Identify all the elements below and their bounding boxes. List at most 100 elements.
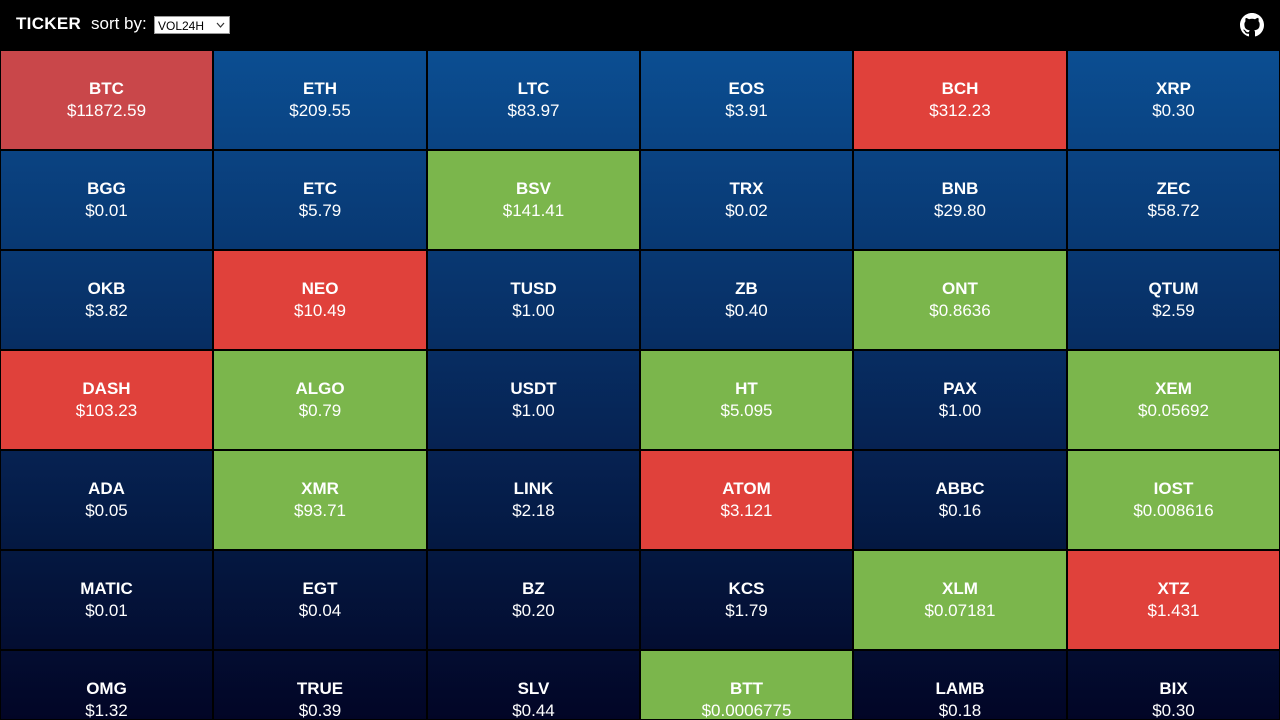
ticker-price: $0.04 <box>298 601 342 620</box>
ticker-tile: BCH $312.23 <box>853 50 1067 150</box>
ticker-symbol: EOS <box>728 79 765 98</box>
sort-label: sort by: <box>91 14 147 33</box>
ticker-tile: IOST $0.008616 <box>1067 450 1280 550</box>
ticker-price: $0.05692 <box>1138 401 1209 420</box>
ticker-tile: KCS $1.79 <box>640 550 853 650</box>
ticker-price: $312.23 <box>929 101 991 120</box>
ticker-symbol: PAX <box>943 379 977 398</box>
ticker-price: $3.91 <box>725 101 768 120</box>
ticker-tile: XEM $0.05692 <box>1067 350 1280 450</box>
ticker-tile: OMG $1.32 <box>0 650 213 720</box>
ticker-symbol: KCS <box>728 579 765 598</box>
chevron <box>216 22 225 28</box>
ticker-tile: XMR $93.71 <box>213 450 427 550</box>
sort-select[interactable]: VOL24H <box>154 16 230 34</box>
ticker-price: $29.80 <box>934 201 986 220</box>
ticker-tile: PAX $1.00 <box>853 350 1067 450</box>
header: TICKER sort by: VOL24H <box>0 0 1280 50</box>
app-title: TICKER <box>16 14 82 33</box>
ticker-symbol: ATOM <box>722 479 771 498</box>
ticker-symbol: ABBC <box>935 479 985 498</box>
ticker-tile: OKB $3.82 <box>0 250 213 350</box>
ticker-tile: ONT $0.8636 <box>853 250 1067 350</box>
ticker-tile: ATOM $3.121 <box>640 450 853 550</box>
ticker-tile: EOS $3.91 <box>640 50 853 150</box>
ticker-price: $1.00 <box>512 301 555 320</box>
ticker-price: $0.02 <box>725 201 768 220</box>
ticker-price: $1.79 <box>725 601 768 620</box>
ticker-price: $141.41 <box>502 201 565 220</box>
ticker-price: $11872.59 <box>66 101 147 120</box>
ticker-price: $0.16 <box>938 501 982 520</box>
ticker-tile: ALGO $0.79 <box>213 350 427 450</box>
sort-value: VOL24H <box>158 19 205 33</box>
ticker-price: $0.05 <box>85 501 128 520</box>
ticker-symbol: HT <box>735 379 758 398</box>
ticker-price: $10.49 <box>294 301 346 320</box>
ticker-tile: BIX $0.30 <box>1067 650 1280 720</box>
ticker-tile: BSV $141.41 <box>427 150 640 250</box>
ticker-price: $209.55 <box>289 101 351 120</box>
ticker-tile: ETC $5.79 <box>213 150 427 250</box>
ticker-symbol: BGG <box>87 179 126 198</box>
ticker-grid: BTC $11872.59 ETH $209.55 LTC $83.97 EOS $3.91 B… <box>0 50 1280 720</box>
ticker-price: $0.79 <box>298 401 342 420</box>
ticker-price: $1.431 <box>1147 601 1200 620</box>
ticker-tile: SLV $0.44 <box>427 650 640 720</box>
ticker-symbol: IOST <box>1153 479 1194 498</box>
github-link[interactable] <box>1240 13 1264 37</box>
ticker-symbol: BIX <box>1159 679 1188 698</box>
ticker-price: $0.30 <box>1152 101 1195 120</box>
ticker-tile: BNB $29.80 <box>853 150 1067 250</box>
ticker-symbol: ZEC <box>1156 179 1191 198</box>
ticker-symbol: BTC <box>89 79 124 98</box>
ticker-symbol: BNB <box>941 179 979 198</box>
ticker-tile: LAMB $0.18 <box>853 650 1067 720</box>
ticker-price: $58.72 <box>1147 201 1200 220</box>
ticker-symbol: ETH <box>303 79 337 98</box>
ticker-price: $5.79 <box>298 201 342 220</box>
ticker-symbol: DASH <box>82 379 131 398</box>
ticker-symbol: XTZ <box>1157 579 1190 598</box>
ticker-tile: DASH $103.23 <box>0 350 213 450</box>
ticker-tile: LTC $83.97 <box>427 50 640 150</box>
ticker-price: $0.01 <box>85 201 128 220</box>
ticker-price: $0.07181 <box>924 601 996 620</box>
ticker-price: $0.44 <box>512 701 555 720</box>
ticker-price: $2.18 <box>512 501 555 520</box>
ticker-tile: LINK $2.18 <box>427 450 640 550</box>
ticker-symbol: ZB <box>735 279 758 298</box>
ticker-price: $0.18 <box>938 701 982 720</box>
ticker-price: $3.82 <box>85 301 128 320</box>
ticker-tile: BZ $0.20 <box>427 550 640 650</box>
ticker-price: $93.71 <box>294 501 346 520</box>
ticker-price: $0.30 <box>1152 701 1195 720</box>
ticker-tile: HT $5.095 <box>640 350 853 450</box>
ticker-symbol: LAMB <box>935 679 985 698</box>
ticker-symbol: QTUM <box>1148 279 1199 298</box>
ticker-symbol: NEO <box>301 279 339 298</box>
ticker-tile: NEO $10.49 <box>213 250 427 350</box>
ticker-symbol: BSV <box>516 179 551 198</box>
ticker-symbol: BZ <box>522 579 545 598</box>
ticker-symbol: BTT <box>729 679 764 698</box>
ticker-symbol: MATIC <box>80 579 133 598</box>
ticker-symbol: ADA <box>88 479 125 498</box>
ticker-price: $83.97 <box>507 101 560 120</box>
ticker-tile: ZEC $58.72 <box>1067 150 1280 250</box>
ticker-tile: BTT $0.0006775 <box>640 650 853 720</box>
ticker-tile: BTC $11872.59 <box>0 50 213 150</box>
ticker-symbol: ETC <box>303 179 337 198</box>
ticker-tile: TRX $0.02 <box>640 150 853 250</box>
ticker-tile: XRP $0.30 <box>1067 50 1280 150</box>
ticker-price: $0.39 <box>298 701 342 720</box>
ticker-tile: BGG $0.01 <box>0 150 213 250</box>
ticker-price: $3.121 <box>720 501 773 520</box>
ticker-price: $1.00 <box>938 401 982 420</box>
ticker-price: $0.008616 <box>1133 501 1214 520</box>
ticker-symbol: ALGO <box>295 379 345 398</box>
ticker-symbol: SLV <box>517 679 550 698</box>
ticker-price: $0.01 <box>85 601 128 620</box>
ticker-tile: EGT $0.04 <box>213 550 427 650</box>
